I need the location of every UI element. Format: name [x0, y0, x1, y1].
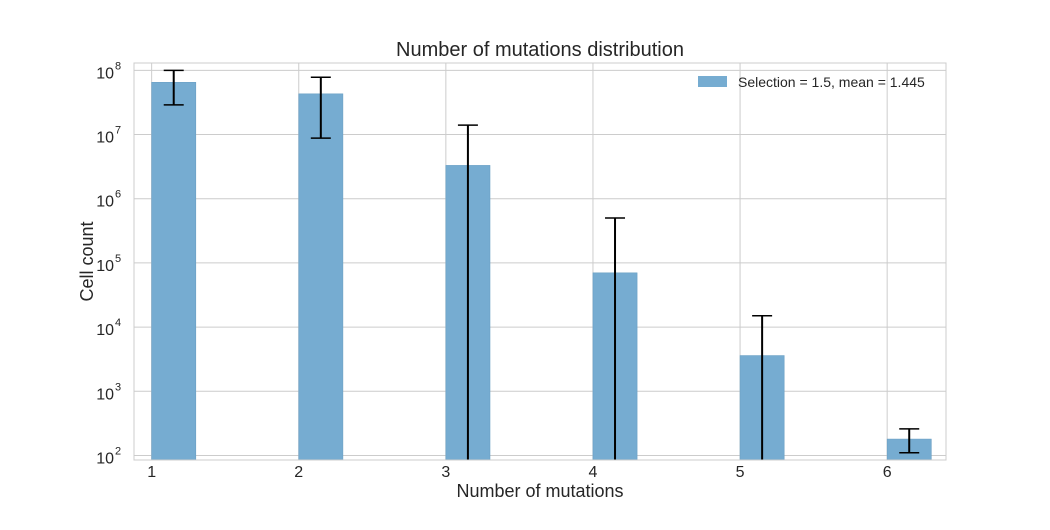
y-tick-exponent: 6	[115, 189, 121, 201]
bar	[151, 82, 197, 461]
bar	[298, 93, 344, 461]
y-tick-label: 10	[96, 386, 114, 403]
x-tick-label: 2	[294, 464, 303, 481]
x-tick-label: 4	[589, 464, 598, 481]
y-tick-label: 10	[96, 322, 114, 339]
x-axis-label: Number of mutations	[456, 481, 623, 501]
y-tick-label: 10	[96, 450, 114, 467]
x-tick-label: 5	[736, 464, 745, 481]
grid-lines	[134, 63, 946, 460]
y-tick-exponent: 3	[115, 381, 121, 393]
y-tick-exponent: 7	[115, 125, 121, 137]
error-bars	[163, 69, 920, 460]
legend-label: Selection = 1.5, mean = 1.445	[738, 74, 925, 90]
y-tick-label: 10	[96, 65, 114, 82]
y-tick-exponent: 4	[115, 317, 121, 329]
legend-swatch	[698, 76, 727, 87]
y-tick-exponent: 5	[115, 253, 121, 265]
x-tick-label: 6	[883, 464, 892, 481]
y-tick-label: 10	[96, 258, 114, 275]
chart-title: Number of mutations distribution	[396, 39, 684, 61]
plot-area	[134, 63, 946, 460]
plot-frame	[133, 62, 947, 461]
y-axis-label: Cell count	[77, 221, 97, 301]
x-tick-label: 3	[441, 464, 450, 481]
y-tick-exponent: 2	[115, 445, 121, 457]
x-tick-labels: 1 2 3 4 5 6	[147, 464, 892, 481]
y-tick-label: 10	[96, 194, 114, 211]
y-tick-label: 10	[96, 130, 114, 147]
legend: Selection = 1.5, mean = 1.445	[698, 74, 925, 90]
x-tick-label: 1	[147, 464, 156, 481]
y-tick-exponent: 8	[115, 60, 121, 72]
